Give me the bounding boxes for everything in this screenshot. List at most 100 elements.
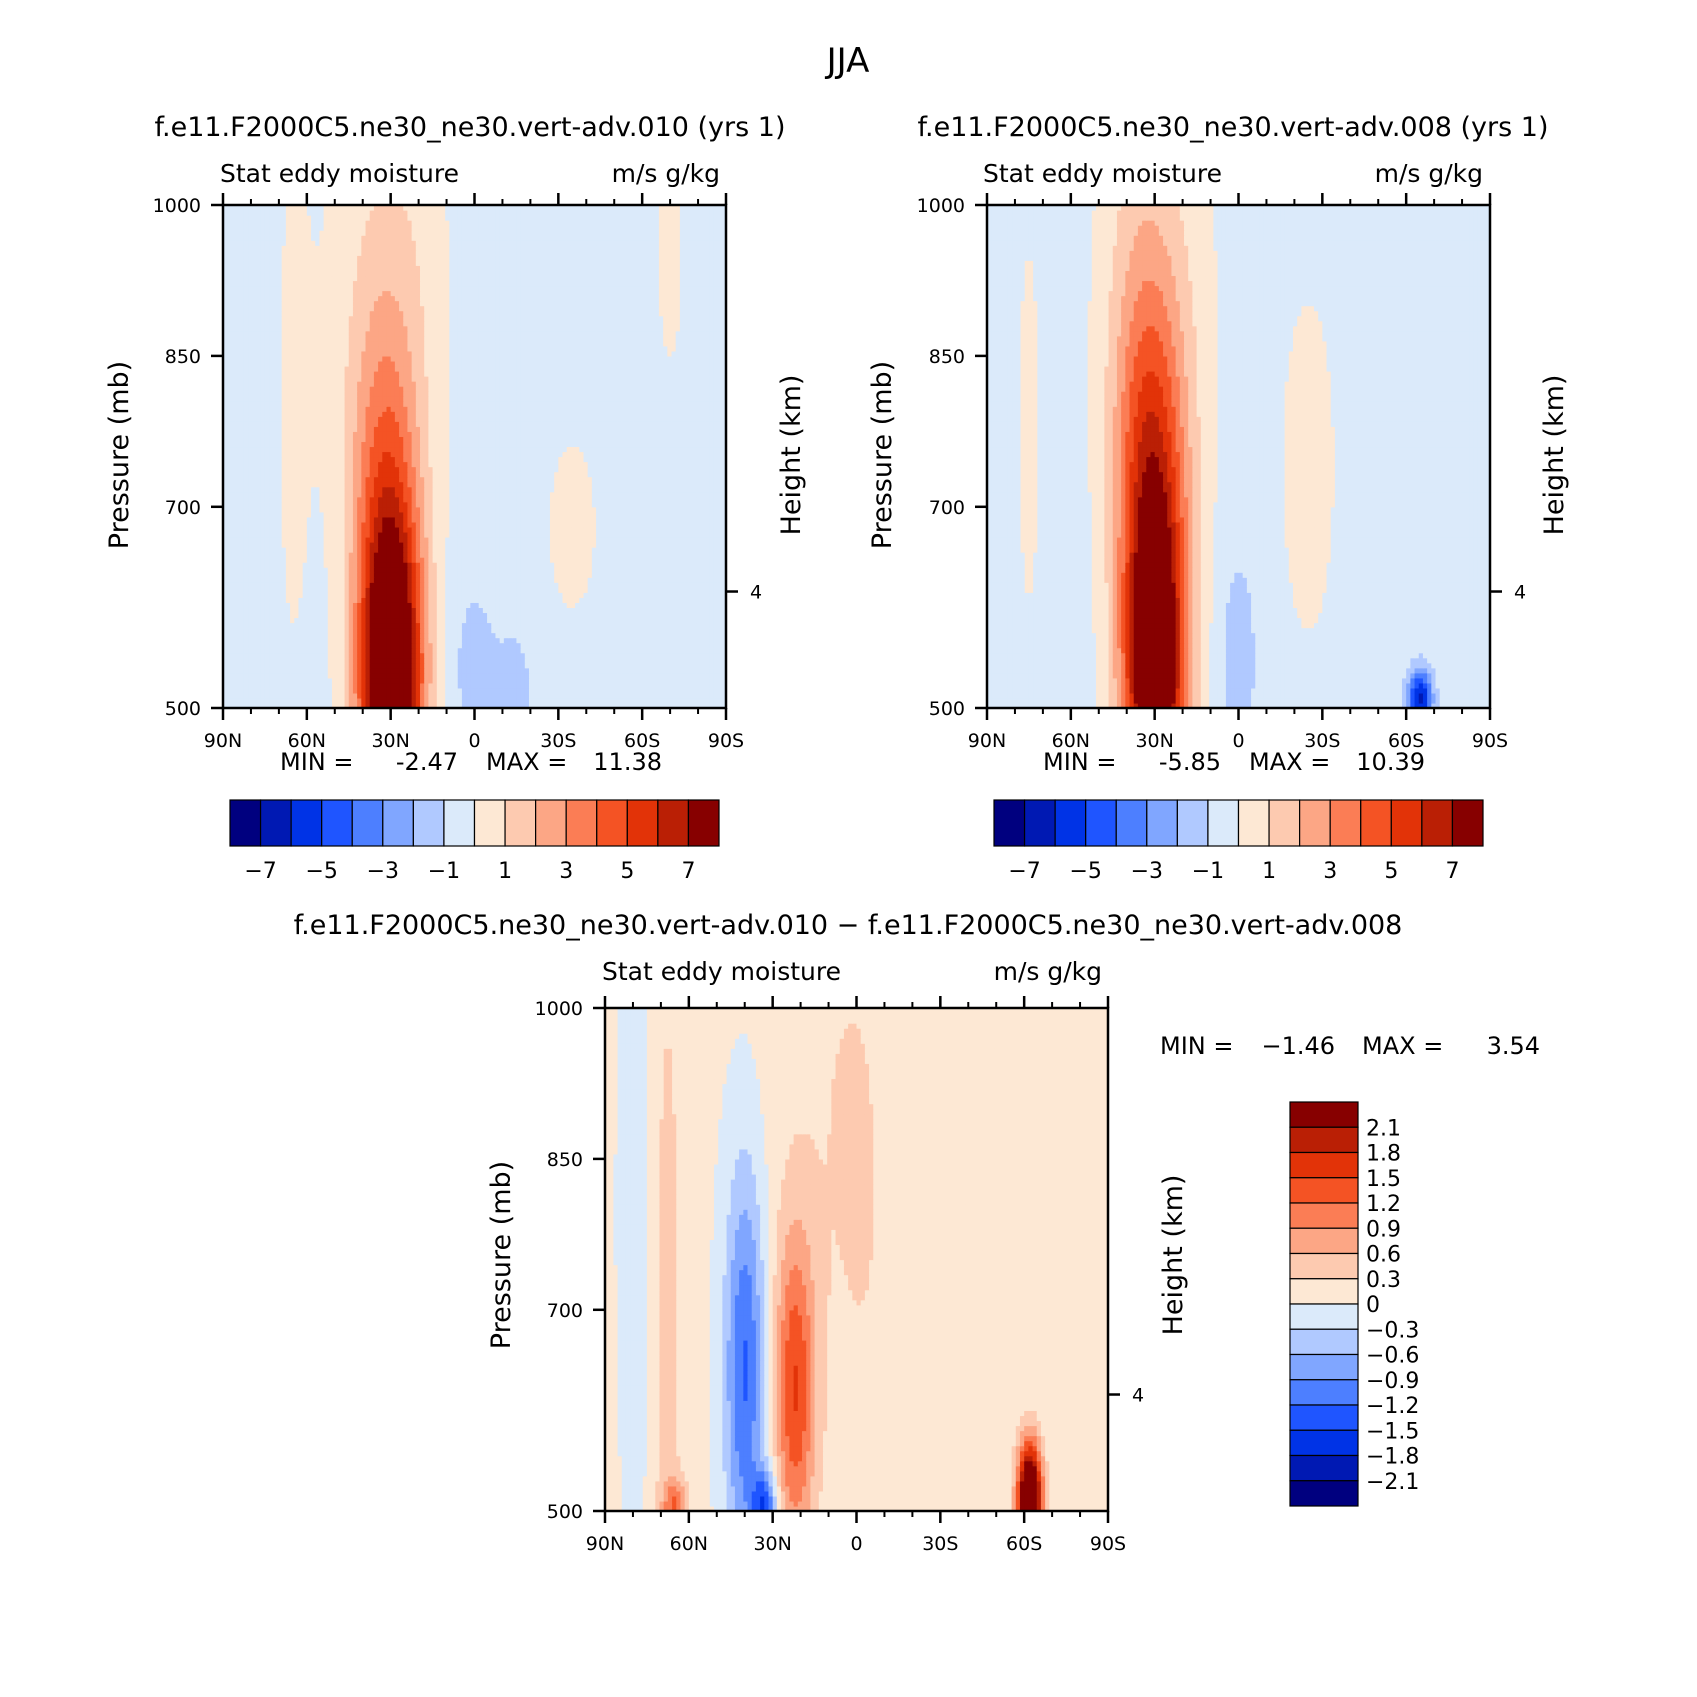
field-cell (457, 622, 463, 629)
field-cell (562, 692, 568, 699)
field-cell (386, 562, 392, 568)
field-cell (243, 617, 249, 624)
field-cell (575, 682, 580, 689)
field-cell (294, 521, 300, 528)
field-cell (692, 582, 698, 588)
field-cell (482, 662, 488, 669)
field-cell (684, 637, 689, 644)
field-cell (667, 516, 673, 523)
field-cell (302, 607, 308, 614)
field-cell (717, 677, 723, 684)
field-cell (285, 677, 291, 684)
field-cell (478, 657, 484, 664)
field-cell (269, 632, 274, 639)
field-cell (688, 542, 694, 548)
field-cell (281, 612, 287, 619)
field-cell (545, 617, 551, 624)
field-cell (663, 552, 668, 558)
field-cell (273, 642, 279, 649)
field-cell (369, 536, 375, 543)
field-cell (273, 647, 279, 654)
field-cell (424, 496, 429, 503)
field-cell (478, 501, 484, 508)
field-cell (432, 567, 438, 573)
field-cell (269, 577, 274, 583)
field-cell (432, 511, 438, 518)
field-cell (650, 547, 656, 553)
field-cell (436, 506, 442, 513)
field-cell (424, 642, 429, 649)
field-cell (696, 592, 702, 598)
field-cell (663, 637, 668, 644)
field-cell (482, 511, 488, 518)
field-cell (428, 506, 434, 513)
field-cell (637, 637, 643, 644)
field-cell (654, 506, 660, 513)
field-cell (692, 577, 698, 583)
field-cell (604, 592, 610, 598)
field-cell (340, 506, 346, 513)
field-cell (235, 672, 241, 679)
field-cell (411, 622, 417, 629)
field-cell (533, 702, 538, 708)
field-cell (679, 637, 685, 644)
field-cell (231, 572, 237, 578)
field-cell (537, 652, 543, 659)
field-cell (399, 652, 404, 659)
field-cell (449, 572, 455, 578)
field-cell (256, 567, 262, 573)
field-cell (663, 536, 668, 543)
field-cell (650, 657, 656, 664)
field-cell (524, 637, 530, 644)
field-cell (231, 627, 237, 634)
field-cell (608, 642, 614, 649)
field-cell (457, 642, 463, 649)
field-cell (457, 567, 463, 573)
field-cell (478, 617, 484, 624)
field-cell (340, 677, 346, 684)
field-cell (667, 557, 673, 563)
field-cell (365, 672, 371, 679)
field-cell (264, 547, 270, 553)
field-cell (449, 557, 455, 563)
field-cell (487, 702, 492, 708)
field-cell (474, 697, 480, 704)
field-cell (621, 652, 626, 659)
field-cell (537, 682, 543, 689)
field-cell (499, 552, 505, 558)
field-cell (415, 572, 421, 578)
field-cell (264, 672, 270, 679)
field-cell (331, 587, 337, 593)
field-cell (700, 642, 706, 649)
field-cell (373, 692, 379, 699)
field-cell (667, 607, 673, 614)
field-cell (491, 602, 497, 608)
field-cell (403, 511, 409, 518)
field-cell (495, 672, 501, 679)
field-cell (298, 511, 304, 518)
field-cell (721, 521, 726, 528)
field-cell (696, 511, 702, 518)
field-cell (575, 637, 580, 644)
field-cell (382, 607, 388, 614)
field-cell (407, 667, 413, 674)
field-cell (390, 617, 396, 624)
field-cell (323, 687, 329, 694)
field-cell (243, 562, 249, 568)
field-cell (420, 597, 425, 603)
field-cell (415, 597, 421, 603)
field-cell (239, 511, 245, 518)
field-cell (499, 632, 505, 639)
field-cell (566, 501, 572, 508)
field-cell (491, 516, 497, 523)
field-cell (692, 567, 698, 573)
field-cell (340, 542, 346, 548)
field-cell (633, 521, 639, 528)
field-cell (294, 516, 300, 523)
field-cell (394, 687, 400, 694)
field-cell (290, 697, 295, 704)
field-cell (394, 587, 400, 593)
field-cell (373, 642, 379, 649)
field-cell (269, 687, 274, 694)
field-cell (499, 622, 505, 629)
